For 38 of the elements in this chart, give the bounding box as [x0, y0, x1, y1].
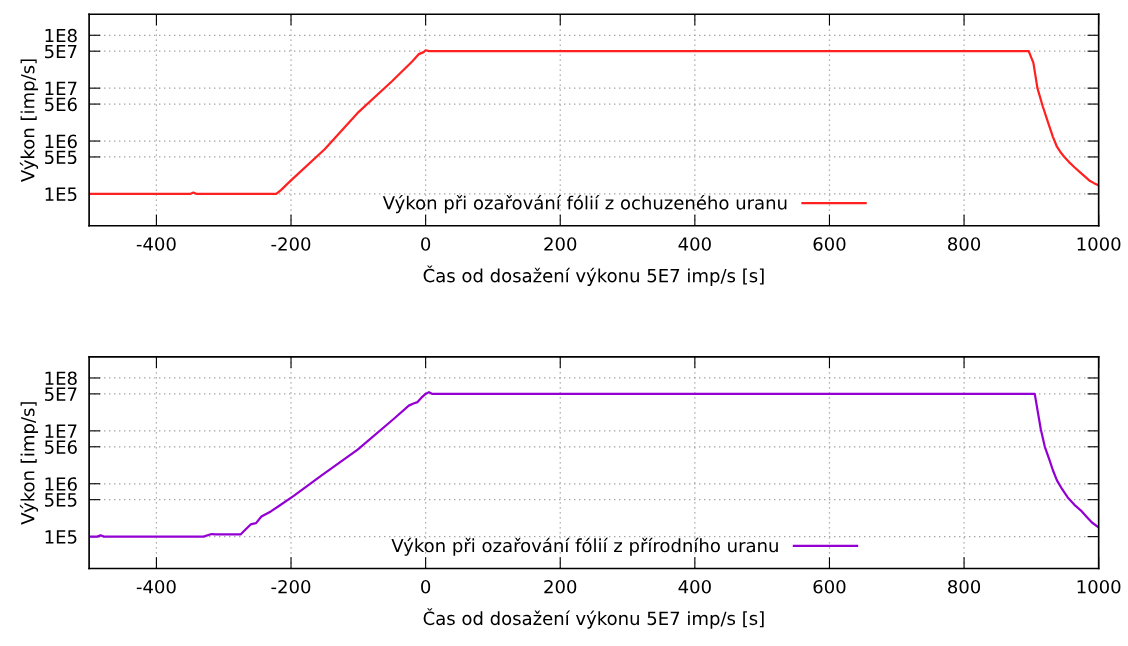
y-tick-label: 1E5: [45, 187, 77, 202]
x-tick-label: 0: [421, 579, 431, 594]
y-tick-label: 5E7: [45, 387, 77, 402]
x-tick-label: 800: [948, 579, 981, 594]
x-tick-label: 1000: [1077, 237, 1121, 251]
y-tick-label: 5E6: [45, 440, 77, 454]
x-tick-label: 400: [678, 237, 711, 251]
y-tick-label: 1E5: [45, 530, 77, 544]
legend-label: Výkon při ozařování fólií z přírodního uranu: [391, 537, 778, 556]
y-axis-title: Výkon [imp/s]: [19, 59, 39, 182]
x-tick-label: -400: [136, 237, 176, 251]
y-tick-label: 5E7: [45, 44, 77, 59]
legend-label: Výkon při ozařování fólií z ochuzeného uranu: [382, 194, 787, 214]
line-series: [89, 49, 1099, 196]
x-tick-label: -400: [136, 579, 176, 594]
x-axis-title: Čas od dosažení výkonu 5E7 imp/s [s]: [423, 265, 764, 286]
x-tick-label: 200: [544, 237, 577, 251]
x-tick-label: 0: [421, 237, 431, 251]
y-tick-label: 1E8: [45, 28, 77, 43]
y-tick-label: 1E7: [45, 424, 77, 438]
y-tick-label: 1E7: [45, 81, 77, 96]
x-axis-title: Čas od dosažení výkonu 5E7 imp/s [s]: [423, 608, 764, 629]
x-tick-label: 800: [948, 237, 981, 251]
y-tick-label: 5E5: [45, 493, 77, 507]
x-tick-label: 200: [544, 579, 577, 594]
y-tick-label: 5E6: [45, 97, 77, 112]
y-axis-title: Výkon [imp/s]: [19, 402, 39, 525]
y-tick-label: 1E6: [45, 477, 77, 491]
y-tick-label: 1E6: [45, 134, 77, 149]
y-tick-label: 1E8: [45, 371, 77, 386]
y-tick-label: 5E5: [45, 150, 77, 165]
x-tick-label: -200: [271, 237, 311, 251]
x-tick-label: 600: [813, 579, 846, 594]
x-tick-label: 600: [813, 237, 846, 251]
line-series: [89, 391, 1099, 538]
x-tick-label: 400: [678, 579, 711, 594]
x-tick-label: 1000: [1077, 579, 1121, 594]
x-tick-label: -200: [271, 579, 311, 594]
